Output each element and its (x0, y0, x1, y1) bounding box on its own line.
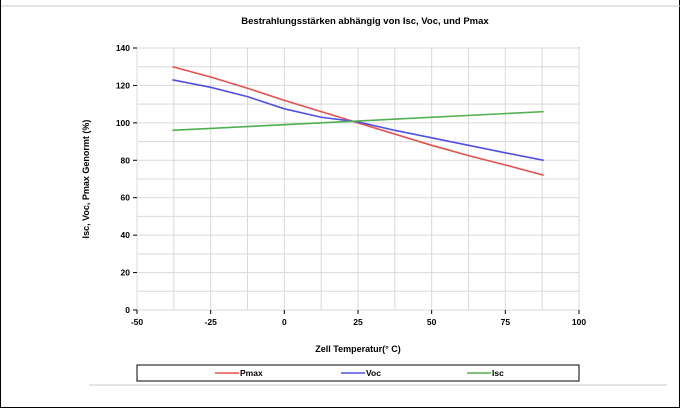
legend-label-isc: Isc (492, 368, 504, 378)
y-tick-label: 80 (121, 155, 131, 165)
chart-title: Bestrahlungsstärken abhängig von Isc, Vo… (241, 16, 489, 27)
x-tick-label: -25 (205, 317, 218, 327)
x-tick-label: 75 (501, 317, 511, 327)
legend-label-voc: Voc (366, 368, 381, 378)
y-tick-label: 60 (121, 193, 131, 203)
y-axis-ticks: 0 20 40 60 80 100 120 140 (116, 43, 137, 315)
grid (136, 47, 580, 311)
x-tick-label: -50 (131, 317, 144, 327)
x-axis-ticks: -50 -25 0 25 50 75 100 (131, 310, 586, 327)
x-tick-label: 50 (427, 317, 437, 327)
series-line-pmax (172, 65, 544, 177)
x-tick-label: 25 (353, 317, 363, 327)
y-tick-label: 120 (116, 80, 130, 90)
x-axis-label: Zell Temperatur(° C) (315, 344, 400, 354)
x-tick-label: 100 (572, 317, 586, 327)
x-tick-label: 0 (282, 317, 287, 327)
series-line-isc (172, 110, 544, 132)
y-tick-label: 40 (121, 230, 131, 240)
y-tick-label: 140 (116, 43, 130, 53)
series-line-voc (172, 79, 544, 162)
y-tick-label: 20 (121, 268, 131, 278)
legend-label-pmax: Pmax (240, 368, 263, 378)
y-tick-label: 100 (116, 118, 130, 128)
y-tick-label: 0 (125, 305, 130, 315)
legend-items: Pmax Voc Isc (215, 368, 504, 378)
series-lines (172, 65, 544, 177)
y-axis-label: Isc, Voc, Pmax Genormt (%) (81, 120, 91, 239)
